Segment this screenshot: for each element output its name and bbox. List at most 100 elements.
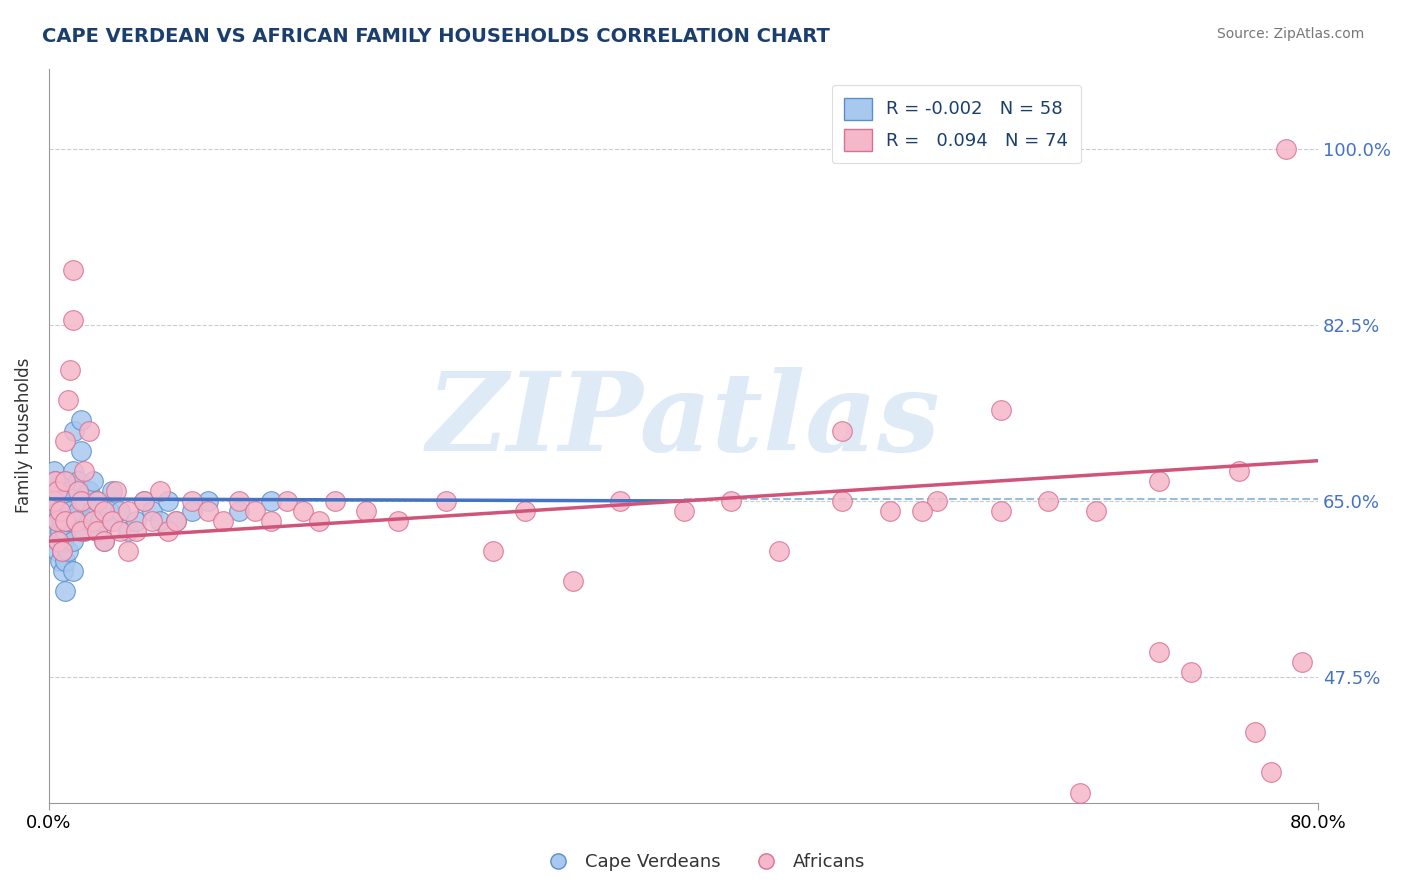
Point bbox=[125, 524, 148, 538]
Point bbox=[89, 514, 111, 528]
Point bbox=[101, 514, 124, 528]
Point bbox=[49, 554, 72, 568]
Point bbox=[48, 504, 70, 518]
Point bbox=[45, 544, 67, 558]
Text: ZIPatlas: ZIPatlas bbox=[426, 368, 941, 475]
Point bbox=[86, 524, 108, 538]
Point bbox=[53, 554, 76, 568]
Point bbox=[117, 544, 139, 558]
Point bbox=[77, 424, 100, 438]
Point bbox=[45, 483, 67, 498]
Point bbox=[93, 534, 115, 549]
Legend: R = -0.002   N = 58, R =   0.094   N = 74: R = -0.002 N = 58, R = 0.094 N = 74 bbox=[832, 85, 1081, 163]
Point bbox=[245, 504, 267, 518]
Point bbox=[62, 313, 84, 327]
Point bbox=[44, 474, 66, 488]
Point bbox=[308, 514, 330, 528]
Y-axis label: Family Households: Family Households bbox=[15, 358, 32, 513]
Point bbox=[1085, 504, 1108, 518]
Text: Source: ZipAtlas.com: Source: ZipAtlas.com bbox=[1216, 27, 1364, 41]
Point bbox=[58, 363, 80, 377]
Point bbox=[482, 544, 505, 558]
Point bbox=[228, 494, 250, 508]
Point bbox=[387, 514, 409, 528]
Point bbox=[42, 464, 65, 478]
Point bbox=[101, 483, 124, 498]
Point bbox=[513, 504, 536, 518]
Point bbox=[101, 514, 124, 528]
Point bbox=[73, 464, 96, 478]
Point bbox=[62, 262, 84, 277]
Point bbox=[149, 514, 172, 528]
Point bbox=[609, 494, 631, 508]
Point bbox=[260, 494, 283, 508]
Point bbox=[1038, 494, 1060, 508]
Point bbox=[879, 504, 901, 518]
Point bbox=[927, 494, 949, 508]
Point bbox=[86, 494, 108, 508]
Point bbox=[197, 494, 219, 508]
Point bbox=[98, 504, 121, 518]
Point bbox=[48, 534, 70, 549]
Point bbox=[56, 544, 79, 558]
Point bbox=[53, 494, 76, 508]
Point bbox=[77, 483, 100, 498]
Point bbox=[45, 514, 67, 528]
Point bbox=[53, 434, 76, 448]
Point bbox=[831, 424, 853, 438]
Point bbox=[768, 544, 790, 558]
Point bbox=[197, 504, 219, 518]
Point bbox=[910, 504, 932, 518]
Point bbox=[51, 544, 73, 558]
Point bbox=[434, 494, 457, 508]
Point bbox=[73, 494, 96, 508]
Point bbox=[69, 494, 91, 508]
Point bbox=[110, 524, 132, 538]
Point bbox=[110, 504, 132, 518]
Point bbox=[356, 504, 378, 518]
Point bbox=[58, 483, 80, 498]
Point bbox=[44, 474, 66, 488]
Point bbox=[228, 504, 250, 518]
Point bbox=[720, 494, 742, 508]
Point bbox=[56, 393, 79, 408]
Point bbox=[117, 524, 139, 538]
Point bbox=[44, 524, 66, 538]
Point bbox=[672, 504, 695, 518]
Point bbox=[156, 494, 179, 508]
Point bbox=[56, 514, 79, 528]
Point bbox=[1069, 785, 1091, 799]
Point bbox=[45, 514, 67, 528]
Point bbox=[82, 514, 104, 528]
Point bbox=[1243, 725, 1265, 739]
Point bbox=[58, 504, 80, 518]
Point bbox=[180, 504, 202, 518]
Point bbox=[49, 524, 72, 538]
Point bbox=[66, 474, 89, 488]
Point bbox=[52, 564, 75, 578]
Point bbox=[62, 564, 84, 578]
Point bbox=[86, 524, 108, 538]
Legend: Cape Verdeans, Africans: Cape Verdeans, Africans bbox=[533, 847, 873, 879]
Point bbox=[276, 494, 298, 508]
Point bbox=[134, 494, 156, 508]
Point bbox=[323, 494, 346, 508]
Point bbox=[156, 524, 179, 538]
Point bbox=[260, 514, 283, 528]
Point bbox=[45, 494, 67, 508]
Point bbox=[53, 584, 76, 599]
Point bbox=[73, 524, 96, 538]
Point bbox=[990, 504, 1012, 518]
Point bbox=[141, 504, 163, 518]
Point bbox=[63, 424, 86, 438]
Point bbox=[51, 544, 73, 558]
Point bbox=[53, 474, 76, 488]
Point bbox=[82, 474, 104, 488]
Point bbox=[990, 403, 1012, 417]
Point bbox=[42, 494, 65, 508]
Point bbox=[125, 514, 148, 528]
Point bbox=[77, 514, 100, 528]
Point bbox=[69, 413, 91, 427]
Point bbox=[165, 514, 187, 528]
Point bbox=[165, 514, 187, 528]
